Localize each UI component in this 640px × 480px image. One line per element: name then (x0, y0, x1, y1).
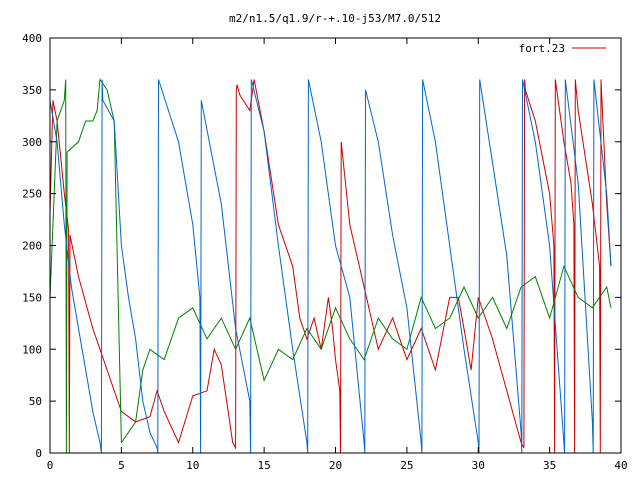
y-tick-label: 400 (22, 32, 42, 45)
legend-label: fort.23 (519, 42, 565, 55)
series-line-3 (49, 79, 612, 454)
legend: fort.23 (519, 42, 606, 55)
series-line-2 (49, 78, 612, 454)
x-tick-label: 15 (258, 459, 271, 472)
x-tick-label: 30 (472, 459, 485, 472)
y-tick-label: 50 (29, 395, 42, 408)
x-tick-label: 5 (118, 459, 125, 472)
y-tick-label: 350 (22, 84, 42, 97)
x-tick-label: 35 (543, 459, 556, 472)
x-tick-label: 25 (400, 459, 413, 472)
y-tick-label: 250 (22, 188, 42, 201)
chart-title: m2/n1.5/q1.9/r-+.10-j53/M7.0/512 (229, 12, 441, 25)
x-tick-label: 20 (329, 459, 342, 472)
y-tick-label: 200 (22, 240, 42, 253)
x-tick-label: 0 (47, 459, 54, 472)
y-tick-label: 150 (22, 291, 42, 304)
y-tick-label: 300 (22, 136, 42, 149)
y-tick-label: 100 (22, 343, 42, 356)
x-tick-label: 40 (614, 459, 627, 472)
series-line-1 (49, 79, 612, 454)
x-tick-label: 10 (186, 459, 199, 472)
y-tick-label: 0 (35, 447, 42, 460)
series-layer (49, 78, 612, 454)
